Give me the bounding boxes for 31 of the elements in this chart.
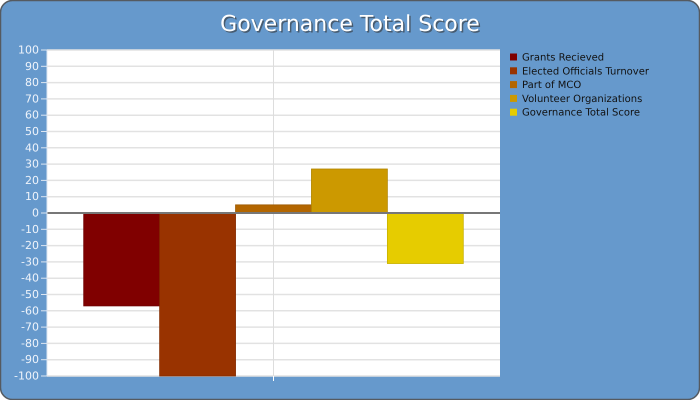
y-tick-label: 90 <box>25 60 39 73</box>
y-tick-label: 20 <box>25 174 39 187</box>
legend-label: Part of MCO <box>522 80 582 92</box>
legend-label: Elected Officials Turnover <box>522 66 650 78</box>
y-tick-label: -20 <box>21 239 39 252</box>
bar <box>311 168 388 214</box>
y-tick-label: 50 <box>25 125 39 138</box>
y-tick-label: 0 <box>32 206 39 220</box>
y-tick-label: 40 <box>25 141 39 154</box>
legend-label: Governance Total Score <box>522 108 640 119</box>
y-tick-label: 10 <box>25 190 39 204</box>
y-tick-label: -70 <box>21 320 39 334</box>
y-tick-label: 100 <box>18 44 39 57</box>
bar <box>386 212 464 264</box>
y-tick-label: -100 <box>14 370 39 383</box>
bar <box>83 212 160 306</box>
y-tick-label: -60 <box>21 304 39 318</box>
y-tick-label: -30 <box>21 255 39 268</box>
y-tick-label: 60 <box>25 108 39 122</box>
y-tick-label: 70 <box>25 92 39 106</box>
legend-label: Volunteer Organizations <box>522 94 642 105</box>
y-tick-label: -40 <box>21 272 39 285</box>
y-tick-label: -50 <box>21 288 39 302</box>
y-tick-label: 80 <box>25 76 39 90</box>
y-tick-label: 30 <box>25 158 39 171</box>
y-tick-label: -90 <box>21 353 39 366</box>
bar <box>159 212 236 376</box>
legend-label: Grants Recieved <box>522 52 604 64</box>
y-tick-label: -80 <box>21 336 39 350</box>
y-tick-label: -10 <box>21 222 39 236</box>
chart-title: Governance Total Score <box>222 14 482 38</box>
